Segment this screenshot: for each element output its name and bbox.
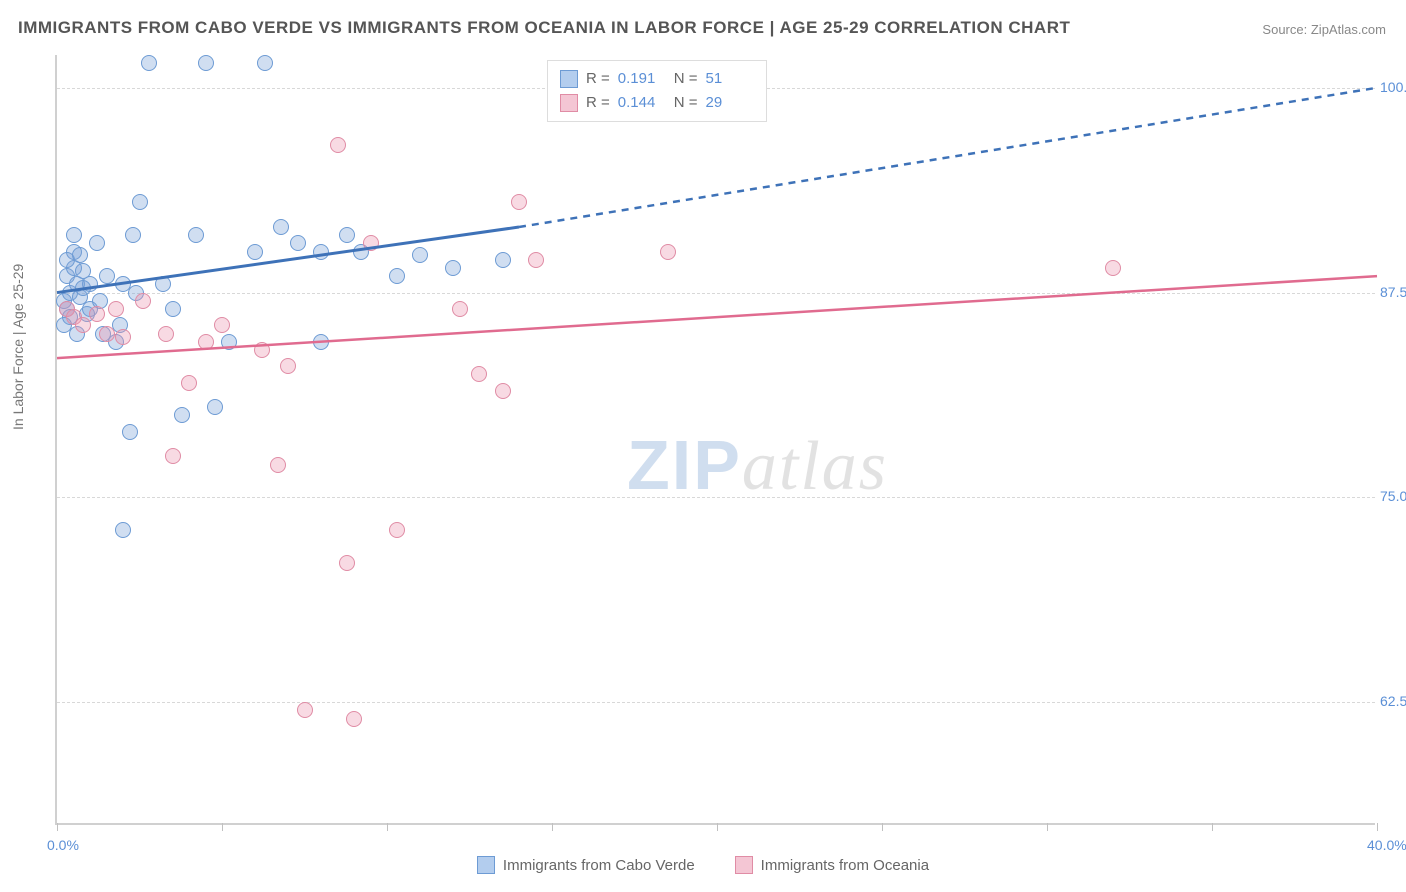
legend-r-label: R = — [586, 67, 610, 91]
y-tick-label: 100.0% — [1380, 79, 1406, 95]
x-tick — [387, 823, 388, 831]
legend-n-label: N = — [674, 67, 698, 91]
x-tick-label: 40.0% — [1367, 837, 1406, 853]
legend-stats-box: R = 0.191 N = 51 R = 0.144 N = 29 — [547, 60, 767, 122]
legend-n-label: N = — [674, 91, 698, 115]
legend-r-value: 0.191 — [618, 67, 666, 91]
legend-stats-row: R = 0.191 N = 51 — [560, 67, 754, 91]
y-tick-label: 75.0% — [1380, 488, 1406, 504]
trend-line-solid — [57, 276, 1377, 358]
legend-swatch — [477, 856, 495, 874]
x-tick — [717, 823, 718, 831]
x-tick — [552, 823, 553, 831]
x-tick-label: 0.0% — [47, 837, 79, 853]
legend-n-value: 51 — [706, 67, 754, 91]
legend-series-label: Immigrants from Oceania — [761, 857, 929, 874]
trend-lines-svg — [57, 55, 1375, 823]
legend-stats-row: R = 0.144 N = 29 — [560, 91, 754, 115]
plot-area: ZIPatlas 62.5%75.0%87.5%100.0%0.0%40.0%R… — [55, 55, 1375, 825]
y-tick-label: 62.5% — [1380, 693, 1406, 709]
legend-bottom-item: Immigrants from Cabo Verde — [477, 856, 695, 874]
legend-swatch — [560, 94, 578, 112]
x-tick — [1212, 823, 1213, 831]
x-tick — [57, 823, 58, 831]
legend-swatch — [560, 70, 578, 88]
legend-series-label: Immigrants from Cabo Verde — [503, 857, 695, 874]
source-label: Source: — [1262, 22, 1307, 37]
x-tick — [882, 823, 883, 831]
legend-swatch — [735, 856, 753, 874]
legend-r-value: 0.144 — [618, 91, 666, 115]
chart-container: IMMIGRANTS FROM CABO VERDE VS IMMIGRANTS… — [0, 0, 1406, 892]
legend-bottom-item: Immigrants from Oceania — [735, 856, 929, 874]
legend-n-value: 29 — [706, 91, 754, 115]
y-axis-label: In Labor Force | Age 25-29 — [10, 264, 26, 430]
legend-r-label: R = — [586, 91, 610, 115]
source-attribution: Source: ZipAtlas.com — [1262, 22, 1386, 37]
trend-line-solid — [57, 227, 519, 293]
x-tick — [1047, 823, 1048, 831]
x-tick — [222, 823, 223, 831]
y-tick-label: 87.5% — [1380, 284, 1406, 300]
legend-bottom: Immigrants from Cabo Verde Immigrants fro… — [0, 856, 1406, 874]
chart-title: IMMIGRANTS FROM CABO VERDE VS IMMIGRANTS… — [18, 18, 1070, 38]
source-link[interactable]: ZipAtlas.com — [1311, 22, 1386, 37]
x-tick — [1377, 823, 1378, 831]
